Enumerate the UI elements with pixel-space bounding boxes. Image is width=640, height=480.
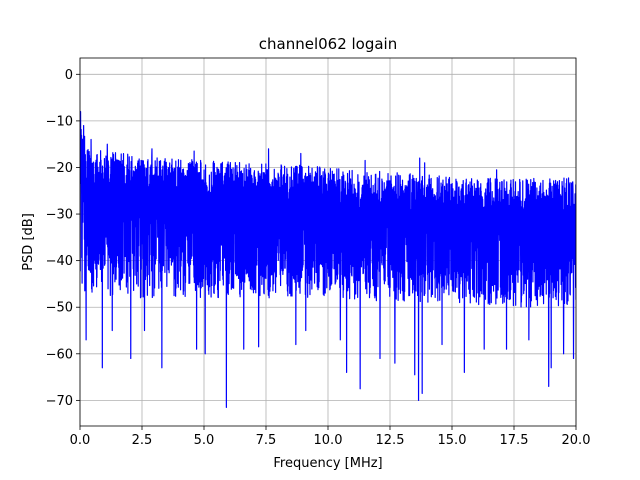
- y-tick-label: −30: [46, 208, 73, 223]
- x-tick-label: 12.5: [376, 433, 405, 448]
- y-tick-label: −20: [46, 161, 73, 176]
- y-tick-label: −70: [46, 394, 73, 409]
- y-tick-label: 0: [65, 68, 73, 83]
- x-tick-label: 7.5: [256, 433, 277, 448]
- y-tick-label: −10: [46, 114, 73, 129]
- chart-title: channel062 logain: [259, 35, 398, 53]
- psd-series-line: [80, 110, 576, 408]
- plot-area: [80, 110, 576, 408]
- x-tick-label: 5.0: [194, 433, 215, 448]
- y-tick-label: −60: [46, 347, 73, 362]
- y-axis-ticks: 0 −10 −20 −30 −40 −50 −60 −70: [46, 68, 80, 409]
- x-axis-ticks: 0.0 2.5 5.0 7.5 10.0 12.5 15.0 17.5 20.0: [70, 426, 591, 448]
- y-axis-label: PSD [dB]: [21, 213, 36, 271]
- x-tick-label: 15.0: [438, 433, 467, 448]
- y-tick-label: −40: [46, 254, 73, 269]
- x-tick-label: 17.5: [500, 433, 529, 448]
- x-tick-label: 0.0: [70, 433, 91, 448]
- x-tick-label: 10.0: [314, 433, 343, 448]
- y-tick-label: −50: [46, 301, 73, 316]
- x-axis-label: Frequency [MHz]: [273, 456, 382, 471]
- x-tick-label: 20.0: [562, 433, 591, 448]
- x-tick-label: 2.5: [132, 433, 153, 448]
